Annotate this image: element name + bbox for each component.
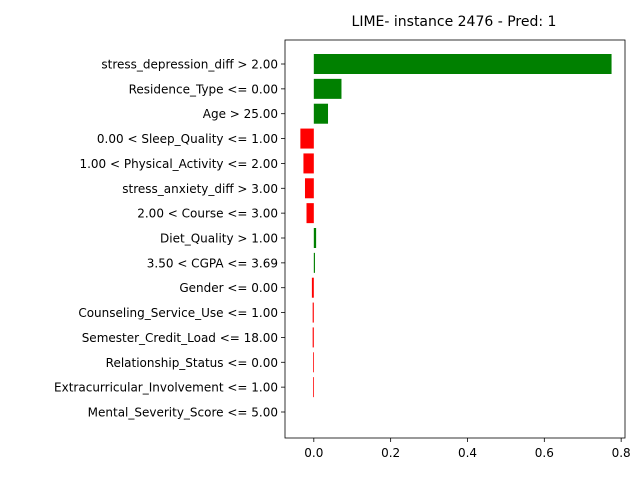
bar-12 (313, 352, 314, 373)
y-tick-label-4: 1.00 < Physical_Activity <= 2.00 (79, 157, 278, 171)
bar-1 (313, 78, 342, 99)
x-tick-label-0: 0.0 (304, 446, 323, 460)
y-tick-label-1: Residence_Type <= 0.00 (129, 82, 278, 96)
y-tick-label-11: Semester_Credit_Load <= 18.00 (82, 331, 278, 345)
bar-10 (312, 302, 314, 323)
bar-5 (304, 178, 314, 199)
y-tick-label-7: Diet_Quality > 1.00 (160, 232, 278, 246)
y-tick-label-9: Gender <= 0.00 (179, 281, 278, 295)
plot-frame (284, 39, 626, 439)
chart-title: LIME- instance 2476 - Pred: 1 (352, 14, 557, 30)
y-tick-label-13: Extracurricular_Involvement <= 1.00 (54, 381, 278, 395)
bar-8 (313, 252, 315, 273)
bar-2 (313, 103, 329, 124)
y-tick-labels: stress_depression_diff > 2.00 Residence_T… (54, 58, 278, 420)
bar-7 (313, 228, 317, 248)
x-tick-label-1: 0.2 (381, 446, 400, 460)
y-tick-label-6: 2.00 < Course <= 3.00 (137, 207, 278, 221)
x-tick-label-2: 0.4 (458, 446, 477, 460)
bar-3 (300, 128, 314, 149)
y-tick-label-3: 0.00 < Sleep_Quality <= 1.00 (97, 132, 278, 146)
bar-6 (306, 203, 314, 224)
y-tick-label-2: Age > 25.00 (203, 107, 278, 121)
axes-layer (281, 39, 626, 442)
x-tick-labels: 0.0 0.2 0.4 0.6 0.8 (304, 446, 630, 460)
y-tick-label-0: stress_depression_diff > 2.00 (101, 58, 278, 72)
y-tick-label-8: 3.50 < CGPA <= 3.69 (147, 256, 278, 270)
bar-13 (313, 377, 314, 398)
bar-9 (311, 277, 314, 298)
bar-0 (313, 54, 612, 74)
y-tick-label-5: stress_anxiety_diff > 3.00 (122, 182, 278, 196)
y-tick-label-10: Counseling_Service_Use <= 1.00 (78, 306, 278, 320)
bar-4 (303, 153, 314, 174)
bar-11 (312, 327, 314, 348)
bars-layer (300, 54, 612, 398)
y-tick-label-14: Mental_Severity_Score <= 5.00 (88, 406, 278, 420)
x-tick-label-4: 0.8 (612, 446, 631, 460)
x-tick-label-3: 0.6 (535, 446, 554, 460)
y-tick-label-12: Relationship_Status <= 0.00 (106, 356, 278, 370)
